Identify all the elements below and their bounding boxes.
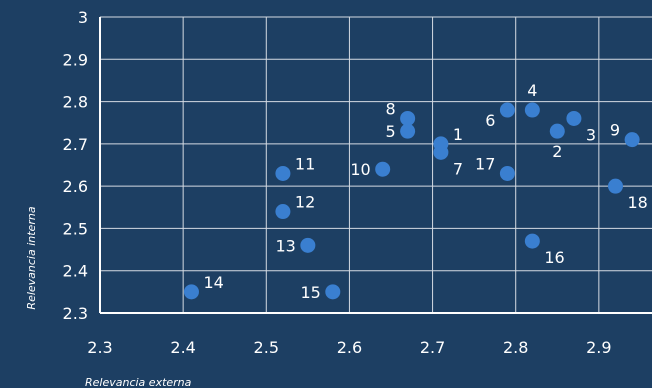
data-point-label: 5 (385, 122, 395, 141)
data-point (433, 144, 449, 160)
data-point (275, 204, 291, 220)
data-point (499, 102, 515, 118)
data-point (400, 123, 416, 139)
y-tick-label: 2.6 (63, 177, 88, 196)
data-point (607, 178, 623, 194)
data-point (566, 110, 582, 126)
data-point-label: 11 (295, 154, 315, 173)
data-point (375, 161, 391, 177)
data-point-label: 7 (453, 159, 463, 178)
data-point (524, 102, 540, 118)
y-tick-label: 2.8 (63, 93, 88, 112)
data-point (624, 132, 640, 148)
data-point-label: 3 (586, 125, 596, 144)
y-tick-label: 2.3 (63, 304, 88, 323)
x-tick-label: 2.6 (337, 338, 362, 357)
x-tick-label: 2.3 (87, 338, 112, 357)
data-point-label: 17 (475, 154, 495, 173)
data-point (275, 165, 291, 181)
data-point (549, 123, 565, 139)
data-point-label: 12 (295, 193, 315, 212)
data-point-label: 16 (544, 248, 564, 267)
x-tick-label: 2.4 (170, 338, 195, 357)
data-point-label: 18 (627, 193, 647, 212)
x-tick-label: 2.5 (254, 338, 279, 357)
y-tick-label: 2.5 (63, 219, 88, 238)
data-point (524, 233, 540, 249)
data-point-label: 10 (350, 160, 370, 179)
y-tick-label: 2.9 (63, 50, 88, 69)
x-tick-label: 2.8 (503, 338, 528, 357)
data-point-label: 4 (527, 81, 537, 100)
y-tick-label: 2.4 (63, 262, 88, 281)
data-point-label: 15 (300, 283, 320, 302)
y-axis-title: Relevancia interna (25, 206, 38, 309)
data-point-label: 2 (552, 142, 562, 161)
data-point (499, 165, 515, 181)
data-point-label: 9 (610, 121, 620, 140)
y-tick-label: 2.7 (63, 135, 88, 154)
data-point (325, 284, 341, 300)
data-point (300, 237, 316, 253)
data-point-label: 14 (203, 273, 223, 292)
x-tick-label: 2.9 (586, 338, 611, 357)
data-point-label: 1 (453, 125, 463, 144)
data-point (183, 284, 199, 300)
data-point (400, 110, 416, 126)
x-tick-label: 2.7 (420, 338, 445, 357)
data-point-label: 8 (385, 99, 395, 118)
data-point-label: 13 (275, 236, 295, 255)
y-tick-label: 3 (78, 8, 88, 27)
x-axis-title: Relevancia externa (85, 376, 192, 388)
data-point-label: 6 (485, 111, 495, 130)
